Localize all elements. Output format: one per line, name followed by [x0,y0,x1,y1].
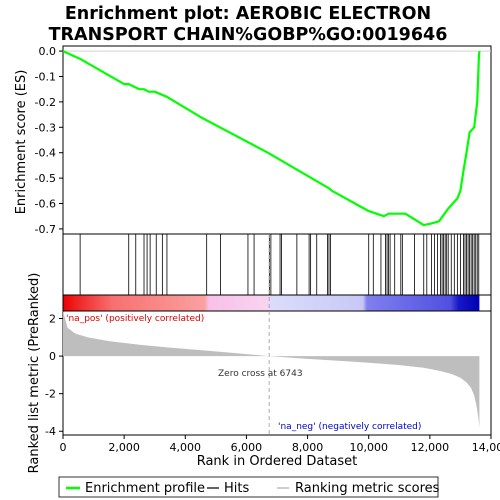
x-tick-label: 8,000 [292,441,324,454]
hits-panel [62,233,492,296]
x-axis: 02,0004,0006,0008,00010,00012,00014,000 … [60,435,500,469]
enrichment-profile-line [62,50,481,227]
es-y-axis-title: Enrichment score (ES) [14,70,29,215]
es-y-tick-label: -0.1 [35,70,56,83]
rank-y-tick-label: -4 [45,425,56,438]
legend-label-hits: Hits [224,481,249,496]
es-y-tick-label: -0.6 [35,198,56,211]
x-tick-label: 0 [60,441,67,454]
x-tick-label: 4,000 [170,441,202,454]
rank-y-tick-label: 2 [49,313,56,326]
neg-correlated-label: 'na_neg' (negatively correlated) [278,422,421,432]
hits-plot-area [62,233,492,296]
es-y-tick-label: -0.3 [35,121,56,134]
zero-cross-label: Zero cross at 6743 [218,369,303,379]
rank-y-tick-label: -2 [45,388,56,401]
rank-color-bar [62,294,492,312]
x-tick-label: 2,000 [108,441,140,454]
legend-label-enrichment-profile: Enrichment profile [85,481,205,496]
legend-box [58,476,439,498]
es-y-tick-label: -0.7 [35,223,56,236]
es-plot-area [62,45,492,235]
es-y-tick-label: -0.4 [35,147,56,160]
es-y-tick-label: -0.2 [35,96,56,109]
legend-label-ranking-metric: Ranking metric scores [295,481,440,496]
x-tick-label: 6,000 [231,441,263,454]
pos-correlated-label: 'na_pos' (positively correlated) [66,314,204,324]
x-axis-title: Rank in Ordered Dataset [197,454,358,469]
chart-legend: Enrichment profile Hits Ranking metric s… [58,476,440,498]
chart-title-line-1: Enrichment plot: AEROBIC ELECTRON [65,4,431,24]
x-tick-label: 14,000 [472,441,500,454]
rank-y-axis-title: Ranked list metric (PreRanked) [27,273,42,474]
es-y-tick-label: 0.0 [39,45,57,58]
rank-metric-panel: 20-2-4 'na_pos' (positively correlated) … [27,234,492,474]
es-y-tick-label: -0.5 [35,172,56,185]
x-tick-label: 12,000 [411,441,450,454]
rank-plot-area [62,310,492,436]
es-panel: 0.0 -0.1 -0.2 -0.3 -0.4 -0.5 -0.6 -0.7 Enrichme… [14,45,492,236]
rank-y-tick-label: 0 [49,350,56,363]
rank-gradient-strip [63,295,480,311]
chart-title-line-2: TRANSPORT CHAIN%GOBP%GO:0019646 [49,25,448,45]
x-tick-label: 10,000 [349,441,388,454]
